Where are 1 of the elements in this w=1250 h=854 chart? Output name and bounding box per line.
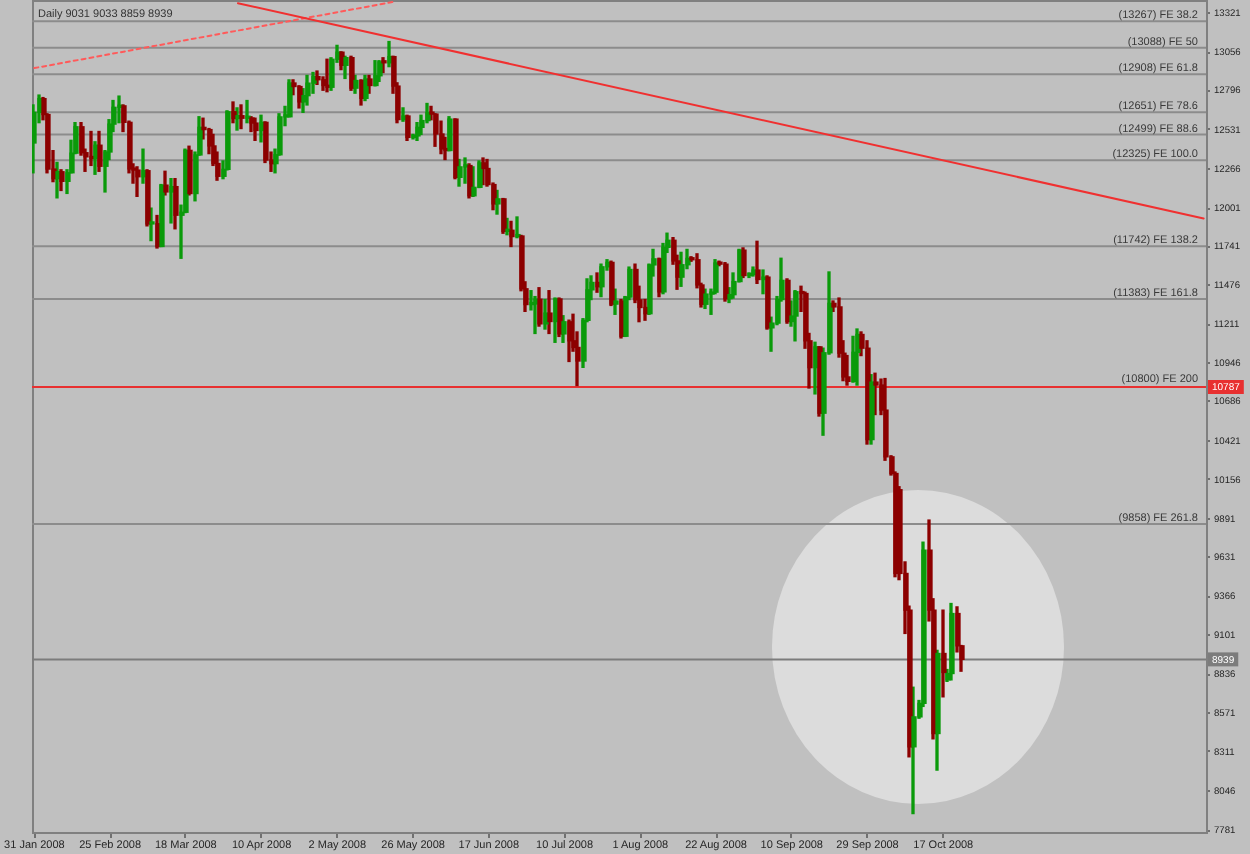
candlestick — [239, 104, 245, 130]
